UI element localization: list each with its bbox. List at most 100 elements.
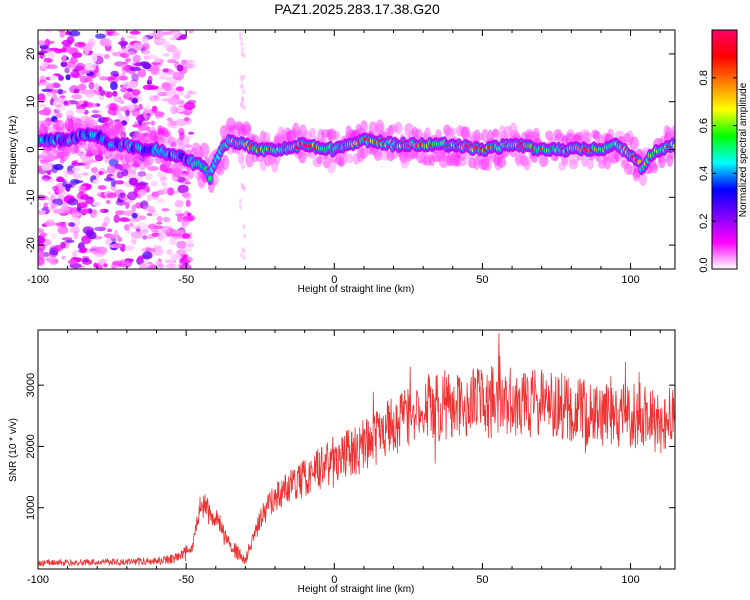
spectrogram-cell [156, 221, 163, 225]
spectrogram-cell [53, 163, 64, 171]
colorbar-tick-label: 0.6 [698, 118, 710, 133]
spectrogram-cell [394, 121, 403, 135]
spectrogram-cell [115, 122, 126, 135]
spectrogram-cell [175, 209, 182, 214]
spectrogram-cell [186, 256, 193, 263]
spectrogram-cell [112, 90, 118, 97]
spectrogram-cell [84, 161, 90, 170]
snr-xlabel: Height of straight line (km) [298, 584, 415, 595]
spectrogram-cell [99, 76, 109, 81]
spectrogram-cell [141, 36, 149, 44]
spectrogram-cell [242, 104, 246, 110]
spectrogram-cell [119, 218, 131, 223]
spectrogram-cell [532, 127, 540, 144]
spectrogram-cell [131, 73, 139, 82]
spectrogram-cell [40, 46, 52, 54]
spectrogram-cell [186, 90, 197, 95]
spectrogram-cell [118, 40, 129, 46]
spectrogram-cell [162, 68, 169, 73]
spectrogram-cell [239, 36, 243, 42]
spectrogram-cell [53, 149, 60, 161]
spectrogram-cell [649, 162, 659, 171]
spectrogram-cell [372, 147, 383, 158]
spectrogram-cell [84, 89, 95, 98]
spectrogram-cell [226, 117, 236, 131]
spectrogram-cell [241, 96, 244, 102]
spectrogram-cell [492, 129, 499, 138]
spectrogram-cell [50, 233, 57, 239]
spectrogram-cell [55, 112, 63, 119]
spectrogram-cell [346, 153, 354, 164]
spectrogram-cell [52, 82, 59, 86]
spectrogram-cell [77, 243, 85, 250]
spectrogram-cell [124, 58, 131, 63]
spectrogram-cell [131, 225, 142, 229]
spectrogram-cell [124, 224, 130, 231]
spectrogram-cell [130, 82, 137, 89]
spectrogram-cell [68, 259, 78, 265]
spectrogram-cell [38, 256, 45, 266]
snr-ticks: -100 -50 0 50 100 1000 2000 3000 [25, 330, 675, 586]
spectrogram-cell [129, 30, 141, 35]
spectrogram-cell [137, 68, 147, 78]
spectrogram-cell [496, 156, 507, 168]
spectrogram-cell [167, 187, 175, 196]
spectrogram-cell [182, 233, 191, 239]
spectrogram-cell [448, 127, 457, 136]
spectrogram-cell [94, 154, 104, 162]
spectrogram-cell [40, 119, 51, 133]
spectrogram-cell [47, 191, 52, 195]
spectrogram-cell [159, 176, 167, 181]
spectrogram-cell [47, 50, 55, 59]
spectrogram-cell [167, 136, 176, 146]
spectrogram-cell [188, 30, 194, 34]
spectrogram-cell [48, 74, 58, 80]
spectrogram-cell [101, 222, 108, 228]
spectrogram-cell [185, 199, 191, 207]
spectrogram-cell [45, 218, 55, 223]
spectrogram-cell [157, 233, 164, 242]
spectrogram-cell [104, 177, 113, 182]
spectrogram-cell [606, 128, 615, 142]
spectrogram-cell [140, 262, 147, 269]
spectrogram-cell [48, 256, 58, 266]
spectrogram-cell [414, 128, 423, 139]
spectrogram-cell [44, 220, 56, 227]
spectrogram-cell [117, 236, 123, 242]
spectrogram-cell [55, 119, 65, 132]
spectrogram-cell [176, 214, 183, 223]
spectrogram-ylabel: Frequency (Hz) [8, 116, 19, 185]
x-tick-label: -50 [178, 574, 194, 586]
spectrogram-cell [243, 233, 247, 239]
spectrogram-cell [139, 228, 149, 235]
spectrogram-cell [145, 105, 151, 111]
y-tick-label: 10 [25, 96, 37, 108]
spectrogram-cell [120, 87, 127, 93]
spectrogram-cell [41, 251, 50, 257]
spectrogram-cell [105, 76, 116, 81]
spectrogram-cell [144, 115, 150, 120]
spectrogram-cell [105, 199, 111, 205]
spectrogram-cell [91, 53, 98, 63]
spectrogram-cell [127, 44, 134, 49]
spectrogram-cell [71, 52, 83, 58]
spectrogram-cell [239, 83, 243, 89]
spectrogram-cell [41, 88, 53, 93]
y-tick-label: 20 [25, 48, 37, 60]
spectrogram-cell [359, 147, 369, 159]
spectrogram-cell [78, 69, 91, 75]
spectrogram-cell [40, 61, 49, 68]
spectrogram-cell [237, 151, 245, 165]
spectrogram-cell [569, 153, 579, 165]
spectrogram-cell [87, 62, 97, 71]
spectrogram-cell [78, 187, 88, 193]
spectrogram-cell [167, 59, 177, 64]
spectrogram-cell [181, 220, 190, 226]
spectrogram-cell [241, 184, 244, 190]
spectrogram-cell [240, 51, 244, 57]
spectrogram-cell [93, 262, 98, 268]
colorbar-label: Normalized spectral amplitude [738, 82, 749, 217]
spectrogram-cell [146, 212, 153, 217]
